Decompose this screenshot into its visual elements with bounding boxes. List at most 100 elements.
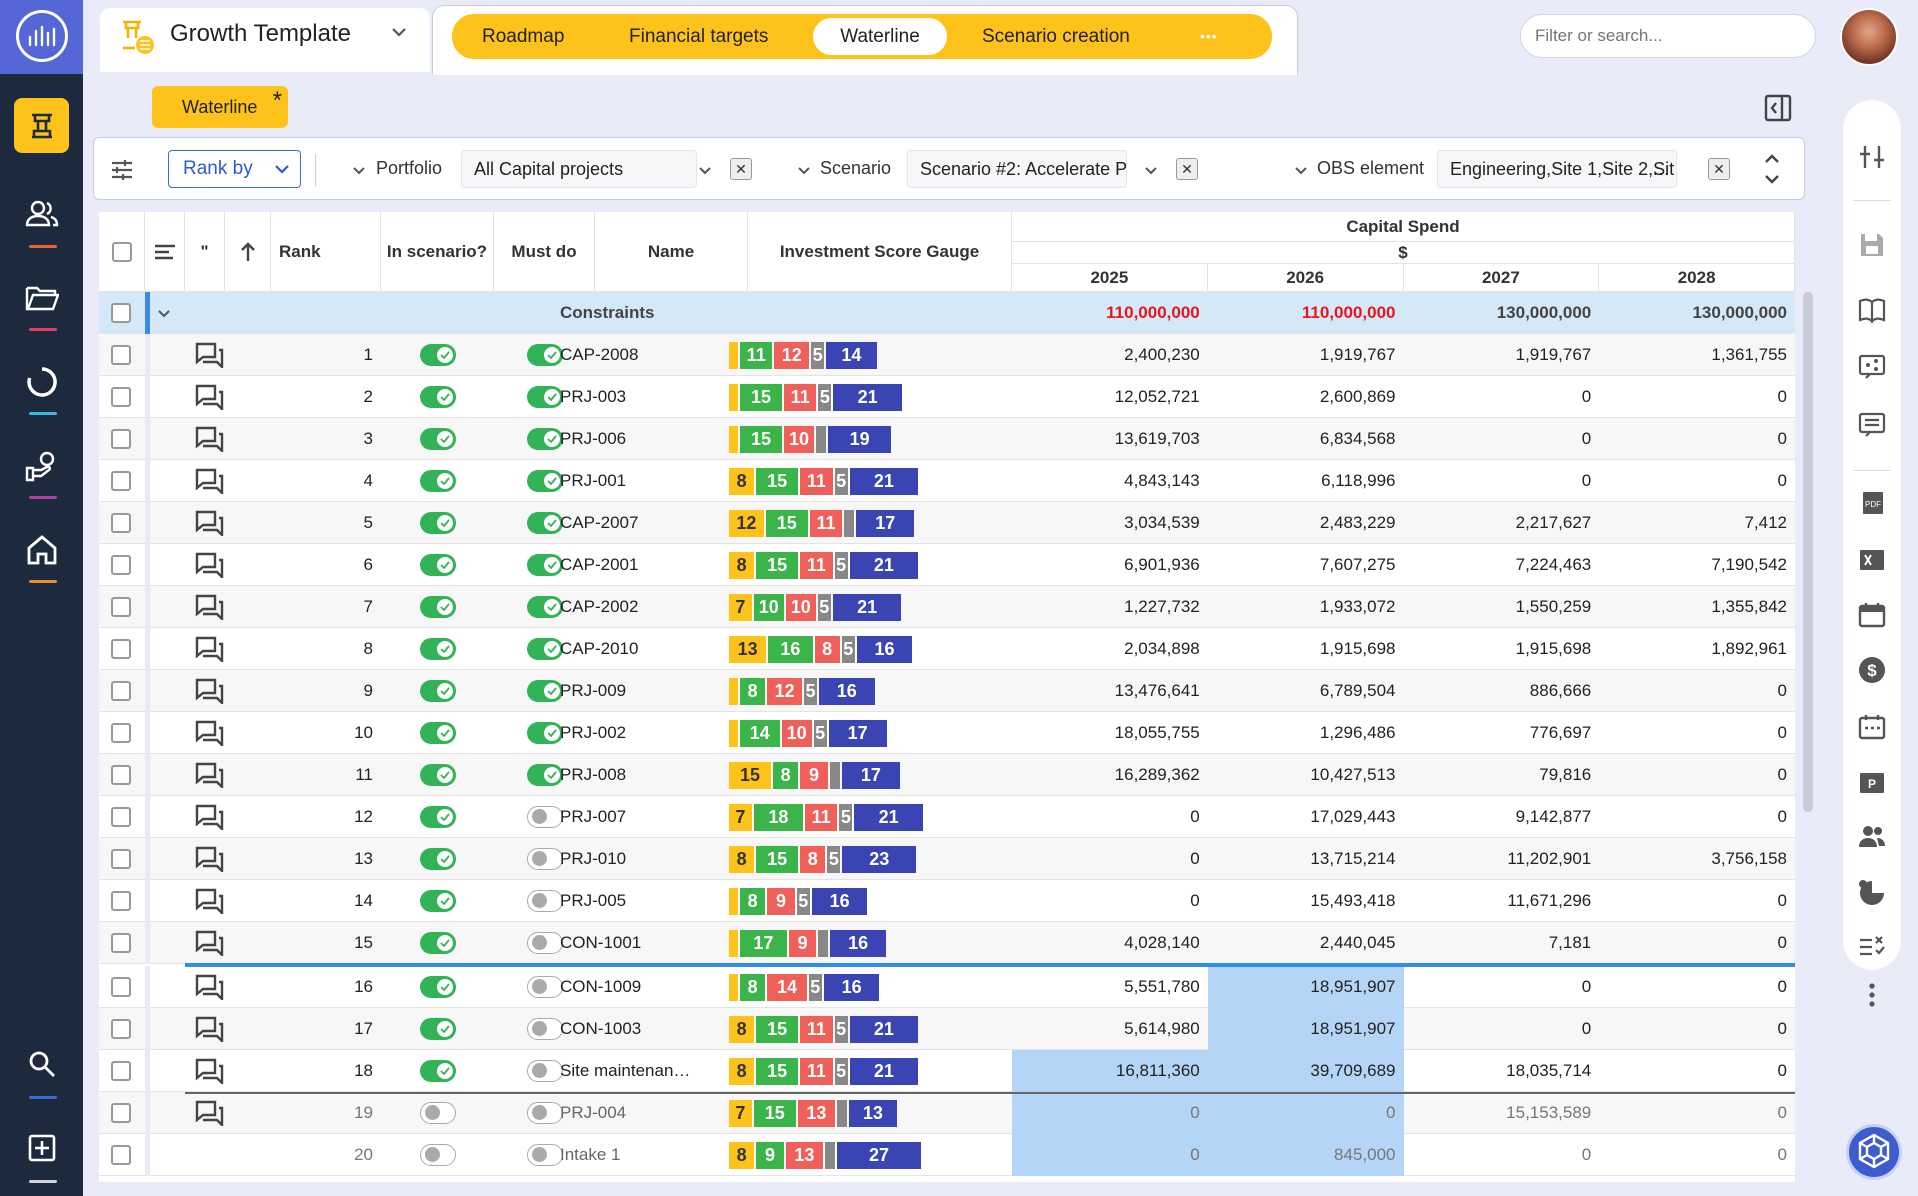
table-row[interactable]: 12 PRJ-007 7 18 11 5 21 0 17,029,443 9,142,877 0 — [99, 796, 1795, 838]
portfolio-select[interactable]: All Capital projects — [461, 150, 697, 188]
in-scenario-toggle[interactable] — [381, 966, 494, 1008]
row-checkbox[interactable] — [111, 429, 131, 449]
must-do-toggle[interactable] — [494, 796, 595, 838]
row-checkbox[interactable] — [111, 765, 131, 785]
pie-chart-icon[interactable] — [1857, 878, 1887, 913]
project-name[interactable]: CAP-2008 — [560, 345, 639, 364]
in-scenario-toggle[interactable] — [381, 334, 494, 376]
header-name[interactable]: Name — [595, 212, 748, 292]
row-checkbox[interactable] — [111, 303, 131, 323]
chevron-down-icon[interactable] — [1294, 166, 1308, 175]
collapse-panel-icon[interactable] — [1764, 94, 1792, 127]
tab-waterline[interactable]: Waterline — [813, 18, 947, 55]
comments-icon[interactable] — [195, 376, 225, 418]
project-name[interactable]: PRJ-010 — [560, 849, 627, 868]
table-row[interactable]: 15 CON-1001 17 9 16 4,028,140 2,440,045 7,181 0 — [99, 922, 1795, 964]
must-do-toggle[interactable] — [494, 418, 595, 460]
in-scenario-toggle[interactable] — [381, 1050, 494, 1092]
table-row[interactable]: 7 CAP-2002 7 10 10 5 21 1,227,732 1,933,072 1,550… — [99, 586, 1795, 628]
share-icon[interactable] — [1857, 352, 1887, 387]
assistant-button[interactable] — [1846, 1124, 1902, 1180]
must-do-toggle[interactable] — [494, 376, 595, 418]
in-scenario-toggle[interactable] — [381, 418, 494, 460]
app-logo[interactable] — [0, 0, 83, 74]
expand-chevron-icon[interactable] — [157, 292, 171, 334]
table-row[interactable]: 5 CAP-2007 12 15 11 17 3,034,539 2,483,229 2,217… — [99, 502, 1795, 544]
select-all-checkbox[interactable] — [111, 241, 132, 262]
comments-icon[interactable] — [195, 754, 225, 796]
dollar-icon[interactable]: $ — [1857, 655, 1887, 690]
users-icon[interactable] — [1857, 822, 1887, 857]
nav-cycle-icon[interactable] — [14, 354, 69, 409]
in-scenario-toggle[interactable] — [381, 376, 494, 418]
row-checkbox[interactable] — [111, 681, 131, 701]
must-do-toggle[interactable] — [494, 1050, 595, 1092]
project-name[interactable]: PRJ-001 — [560, 471, 627, 490]
must-do-toggle[interactable] — [494, 966, 595, 1008]
scenario-select[interactable]: Scenario #2: Accelerate Pro — [907, 150, 1127, 188]
in-scenario-toggle[interactable] — [381, 922, 494, 964]
export-excel-icon[interactable] — [1857, 545, 1887, 580]
comments-icon[interactable] — [195, 712, 225, 754]
comments-icon[interactable] — [195, 544, 225, 586]
in-scenario-toggle[interactable] — [381, 628, 494, 670]
row-checkbox[interactable] — [111, 977, 131, 997]
avatar[interactable] — [1840, 8, 1898, 66]
table-row[interactable]: 20 Intake 1 8 9 13 27 0 845,000 0 0 — [99, 1134, 1795, 1176]
must-do-toggle[interactable] — [494, 1134, 595, 1176]
row-checkbox[interactable] — [111, 807, 131, 827]
app-selector[interactable] — [100, 8, 430, 72]
in-scenario-toggle[interactable] — [381, 586, 494, 628]
chevron-down-icon[interactable] — [390, 26, 408, 38]
header-year-2[interactable]: 2027 — [1403, 264, 1600, 292]
project-name[interactable]: CAP-2010 — [560, 639, 639, 658]
must-do-toggle[interactable] — [494, 922, 595, 964]
vertical-scrollbar[interactable] — [1803, 292, 1813, 812]
save-icon[interactable] — [1857, 230, 1887, 265]
checklist-icon[interactable] — [1857, 932, 1887, 967]
portfolio-clear-icon[interactable]: ✕ — [730, 158, 752, 180]
table-row[interactable]: 2 PRJ-003 15 11 5 21 12,052,721 2,600,869 0 0 — [99, 376, 1795, 418]
table-row[interactable]: 13 PRJ-010 8 15 8 5 23 0 13,715,214 11,202,901 3,7… — [99, 838, 1795, 880]
must-do-toggle[interactable] — [494, 712, 595, 754]
header-rank[interactable]: Rank — [271, 212, 381, 292]
table-row[interactable]: 3 PRJ-006 15 10 19 13,619,703 6,834,568 0 0 — [99, 418, 1795, 460]
comments-icon[interactable] — [195, 880, 225, 922]
must-do-toggle[interactable] — [494, 1092, 595, 1134]
must-do-toggle[interactable] — [494, 586, 595, 628]
in-scenario-toggle[interactable] — [381, 1092, 494, 1134]
table-row[interactable]: 9 PRJ-009 8 12 5 16 13,476,641 6,789,504 886,666… — [99, 670, 1795, 712]
tab-more-icon[interactable]: ••• — [1200, 28, 1218, 44]
row-checkbox[interactable] — [111, 723, 131, 743]
row-checkbox[interactable] — [111, 345, 131, 365]
table-row[interactable]: 17 CON-1003 8 15 11 5 21 5,614,980 18,951,907 0 0 — [99, 1008, 1795, 1050]
tab-financial-targets[interactable]: Financial targets — [629, 26, 769, 47]
project-name[interactable]: CAP-2001 — [560, 555, 639, 574]
must-do-toggle[interactable] — [494, 334, 595, 376]
settings-sliders-icon[interactable] — [110, 158, 134, 182]
nav-invest-icon[interactable] — [14, 438, 69, 493]
nav-folder-icon[interactable] — [14, 270, 69, 325]
quote-column[interactable]: " — [185, 212, 225, 292]
header-year-3[interactable]: 2028 — [1599, 264, 1795, 292]
table-row[interactable]: 18 Site maintenan… 8 15 11 5 21 16,811,360 39,70… — [99, 1050, 1795, 1092]
table-row[interactable]: 6 CAP-2001 8 15 11 5 21 6,901,936 7,607,275 7,224… — [99, 544, 1795, 586]
comments-icon[interactable] — [195, 628, 225, 670]
table-row[interactable]: 4 PRJ-001 8 15 11 5 21 4,843,143 6,118,996 0 0 — [99, 460, 1795, 502]
project-name[interactable]: PRJ-002 — [560, 723, 627, 742]
nav-search-icon[interactable] — [14, 1036, 69, 1091]
must-do-toggle[interactable] — [494, 838, 595, 880]
project-name[interactable]: CON-1009 — [560, 977, 642, 996]
table-row[interactable]: 11 PRJ-008 15 8 9 17 16,289,362 10,427,513 79,81… — [99, 754, 1795, 796]
in-scenario-toggle[interactable] — [381, 460, 494, 502]
row-checkbox[interactable] — [111, 1103, 131, 1123]
header-in-scenario[interactable]: In scenario? — [381, 212, 494, 292]
project-name[interactable]: PRJ-007 — [560, 807, 627, 826]
header-year-0[interactable]: 2025 — [1012, 264, 1208, 292]
project-name[interactable]: PRJ-008 — [560, 765, 627, 784]
in-scenario-toggle[interactable] — [381, 880, 494, 922]
in-scenario-toggle[interactable] — [381, 544, 494, 586]
project-name[interactable]: PRJ-006 — [560, 429, 627, 448]
comments-icon[interactable] — [195, 1008, 225, 1050]
comments-icon[interactable] — [195, 418, 225, 460]
